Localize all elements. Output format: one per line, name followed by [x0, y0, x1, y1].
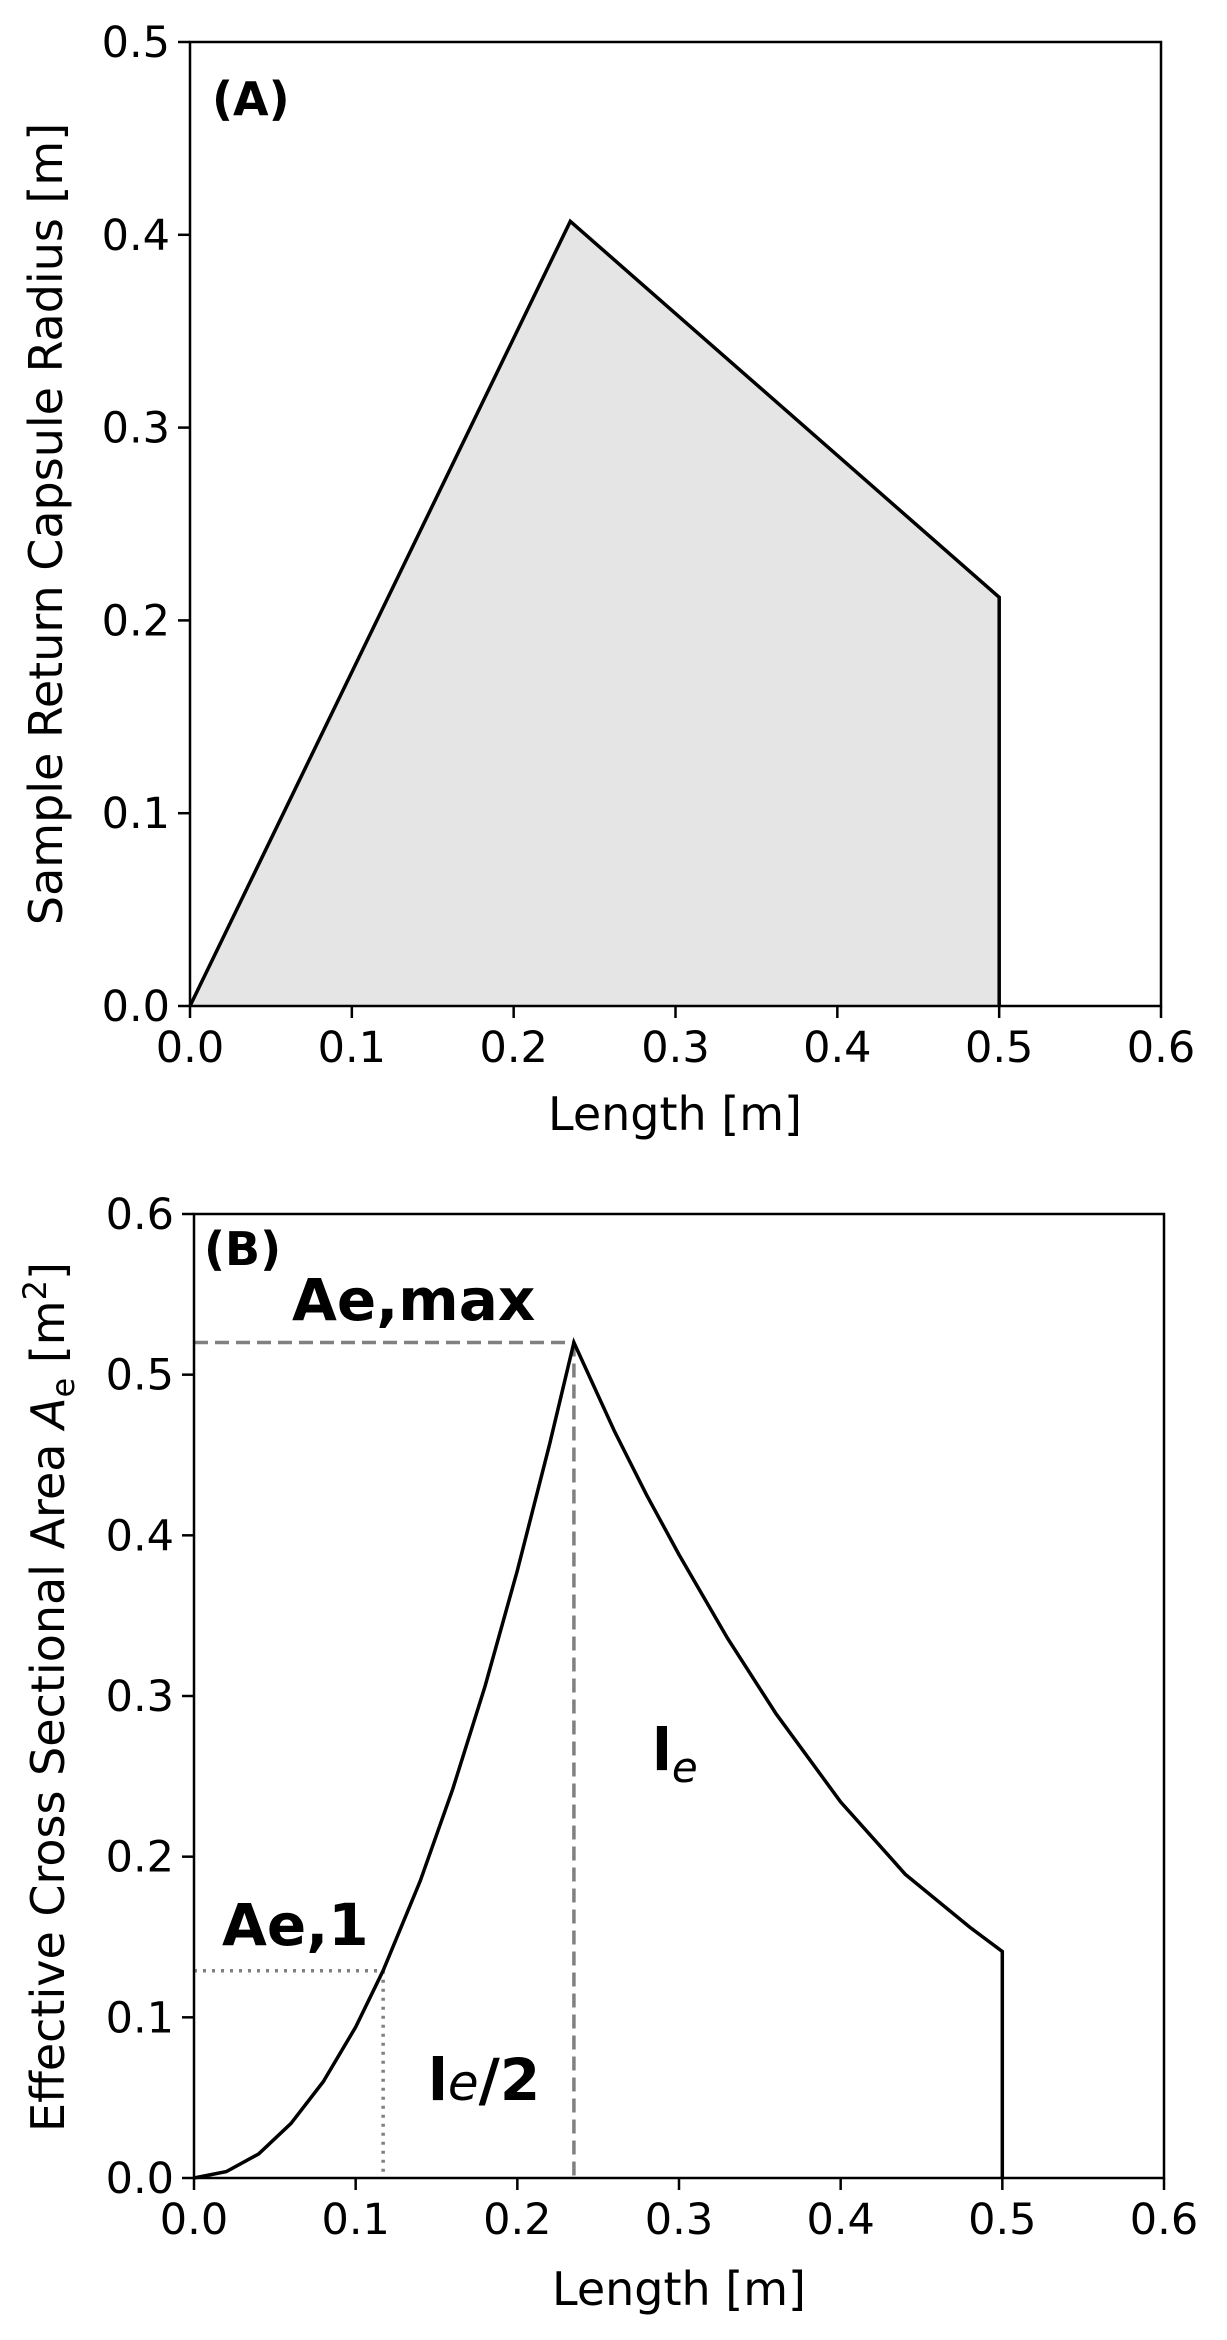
- ae-1-annotation: Ae,1: [222, 1891, 369, 1959]
- panel-b-y-axis-label-unit: [m: [21, 1300, 75, 1377]
- panel-a-y-ticks: 0.0 0.1 0.2 0.3 0.4 0.5: [102, 18, 190, 1032]
- y-tick-label: 0.1: [106, 1993, 174, 2043]
- y-tick-label: 0.4: [106, 1511, 174, 1561]
- x-tick-label: 0.3: [641, 1023, 709, 1073]
- panel-a: 0.0 0.1 0.2 0.3 0.4 0.5 0.6 0.0 0.1 0.2 0.3 0.4 0.5…: [19, 18, 1195, 1141]
- x-tick-label: 0.4: [806, 2195, 874, 2245]
- y-tick-label: 0.0: [102, 982, 170, 1032]
- y-tick-label: 0.3: [102, 404, 170, 454]
- y-tick-label: 0.2: [102, 596, 170, 646]
- x-tick-label: 0.2: [479, 1023, 547, 1073]
- effective-area-curve: [193, 1337, 1005, 2180]
- panel-b-label: (B): [204, 1222, 281, 1276]
- x-tick-label: 0.1: [321, 2195, 389, 2245]
- y-tick-label: 0.6: [106, 1190, 174, 1240]
- panel-b-frame: [192, 1212, 1166, 2180]
- x-tick-label: 0.2: [483, 2195, 551, 2245]
- le-half-annotation-suffix: /2: [479, 2046, 541, 2114]
- panel-a-label: (A): [212, 72, 290, 126]
- y-tick-label: 0.5: [106, 1351, 174, 1401]
- le-half-annotation-main: l: [428, 2046, 448, 2114]
- x-tick-label: 0.6: [1130, 2195, 1198, 2245]
- panel-b-x-ticks: 0.0 0.1 0.2 0.3 0.4 0.5 0.6: [160, 2178, 1198, 2245]
- x-tick-label: 0.1: [318, 1023, 386, 1073]
- x-tick-label: 0.6: [1127, 1023, 1195, 1073]
- capsule-profile-line: [188, 218, 1001, 1007]
- x-tick-label: 0.0: [160, 2195, 228, 2245]
- le-annotation-sub: e: [672, 1743, 698, 1792]
- panel-b-y-axis-label: Effective Cross Sectional Area Ae [m2]: [16, 1262, 82, 2132]
- y-tick-label: 0.2: [106, 1833, 174, 1883]
- x-tick-label: 0.0: [156, 1023, 224, 1073]
- x-tick-label: 0.5: [968, 2195, 1036, 2245]
- y-tick-label: 0.0: [106, 2154, 174, 2204]
- panel-b: 0.0 0.1 0.2 0.3 0.4 0.5 0.6 0.0 0.1 0.2 0.3 0.4 0.5…: [16, 1190, 1198, 2316]
- panel-b-y-axis-label-exp: 2: [16, 1280, 54, 1300]
- x-tick-label: 0.3: [645, 2195, 713, 2245]
- le-annotation-main: l: [652, 1716, 672, 1784]
- panel-b-y-axis-label-main: Effective Cross Sectional Area: [21, 1429, 75, 2132]
- panel-b-y-ticks: 0.0 0.1 0.2 0.3 0.4 0.5 0.6: [106, 1190, 194, 2204]
- x-tick-label: 0.4: [803, 1023, 871, 1073]
- panel-a-x-ticks: 0.0 0.1 0.2 0.3 0.4 0.5 0.6: [156, 1006, 1195, 1073]
- panel-b-y-axis-label-sub: e: [44, 1378, 82, 1398]
- le-half-annotation: le/2: [428, 2046, 540, 2114]
- capsule-profile-fill: [190, 221, 1000, 1007]
- le-half-annotation-sub: e: [448, 2054, 479, 2112]
- le-annotation: le: [652, 1716, 698, 1792]
- panel-b-x-axis-label: Length [m]: [552, 2262, 806, 2316]
- x-tick-label: 0.5: [965, 1023, 1033, 1073]
- ae-max-annotation: Ae,max: [292, 1266, 535, 1334]
- y-tick-label: 0.5: [102, 18, 170, 68]
- panel-a-x-axis-label: Length [m]: [548, 1087, 802, 1141]
- panel-a-y-axis-label: Sample Return Capsule Radius [m]: [19, 123, 73, 925]
- y-tick-label: 0.4: [102, 211, 170, 261]
- y-tick-label: 0.1: [102, 789, 170, 839]
- panel-b-y-axis-label-symbol: A: [21, 1397, 75, 1431]
- y-tick-label: 0.3: [106, 1672, 174, 1722]
- panel-b-y-axis-label-close: ]: [21, 1262, 75, 1280]
